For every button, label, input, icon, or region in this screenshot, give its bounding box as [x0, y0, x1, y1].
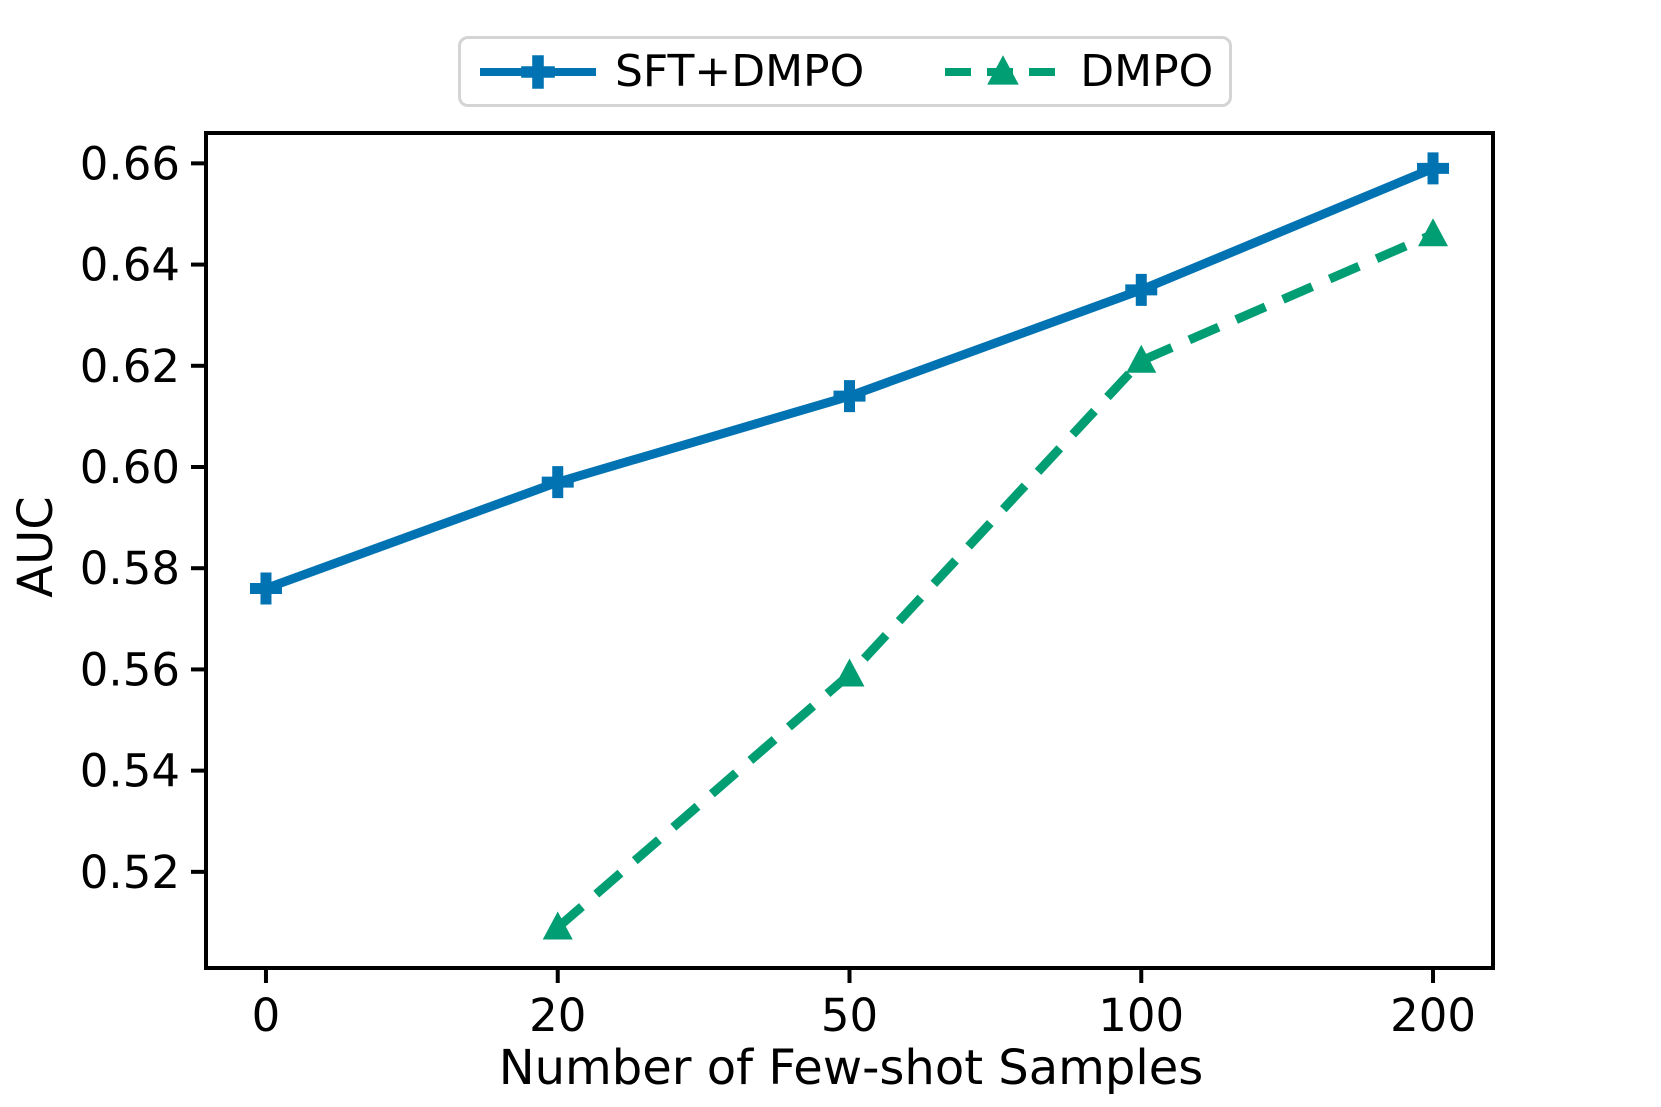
y-tick-label: 0.52 — [80, 846, 180, 899]
data-point-marker — [1126, 344, 1157, 373]
x-tick-label: 100 — [1098, 989, 1184, 1042]
legend-sample-sft-dmpo-icon — [480, 54, 596, 89]
legend-sample-dmpo-icon — [945, 54, 1062, 85]
series-line-dmpo — [554, 230, 1435, 931]
y-tick-label: 0.64 — [80, 239, 180, 292]
x-axis-label: Number of Few-shot Samples — [498, 1040, 1204, 1096]
series-line-sft-dmpo — [264, 164, 1435, 593]
legend: SFT+DMPO DMPO — [458, 36, 1233, 107]
data-point-marker — [541, 466, 574, 499]
data-point-marker — [249, 572, 282, 605]
legend-item-dmpo: DMPO — [942, 46, 1213, 97]
x-tick-label: 20 — [529, 989, 586, 1042]
x-tick-label: 200 — [1390, 989, 1476, 1042]
legend-label-sft-dmpo: SFT+DMPO — [615, 46, 865, 97]
legend-marker — [521, 54, 555, 89]
data-point-marker — [1125, 273, 1158, 306]
y-tick-label: 0.60 — [80, 441, 180, 494]
legend-item-sft-dmpo: SFT+DMPO — [477, 46, 864, 97]
data-point-marker — [834, 658, 865, 687]
x-tick-label: 50 — [821, 989, 878, 1042]
legend-marker — [987, 54, 1019, 85]
data-point-marker — [542, 911, 573, 940]
y-tick-label: 0.62 — [80, 340, 180, 393]
y-axis-label: AUC — [8, 496, 64, 598]
legend-label-dmpo: DMPO — [1080, 46, 1214, 97]
data-point-marker — [833, 380, 866, 413]
y-tick-label: 0.66 — [80, 137, 180, 190]
y-tick-label: 0.58 — [80, 542, 180, 595]
data-point-marker — [1417, 152, 1450, 185]
data-point-marker — [1418, 218, 1449, 247]
y-tick-label: 0.56 — [80, 643, 180, 696]
plot-border — [204, 131, 1495, 970]
x-tick-label: 0 — [252, 989, 281, 1042]
y-tick-label: 0.54 — [80, 745, 180, 798]
